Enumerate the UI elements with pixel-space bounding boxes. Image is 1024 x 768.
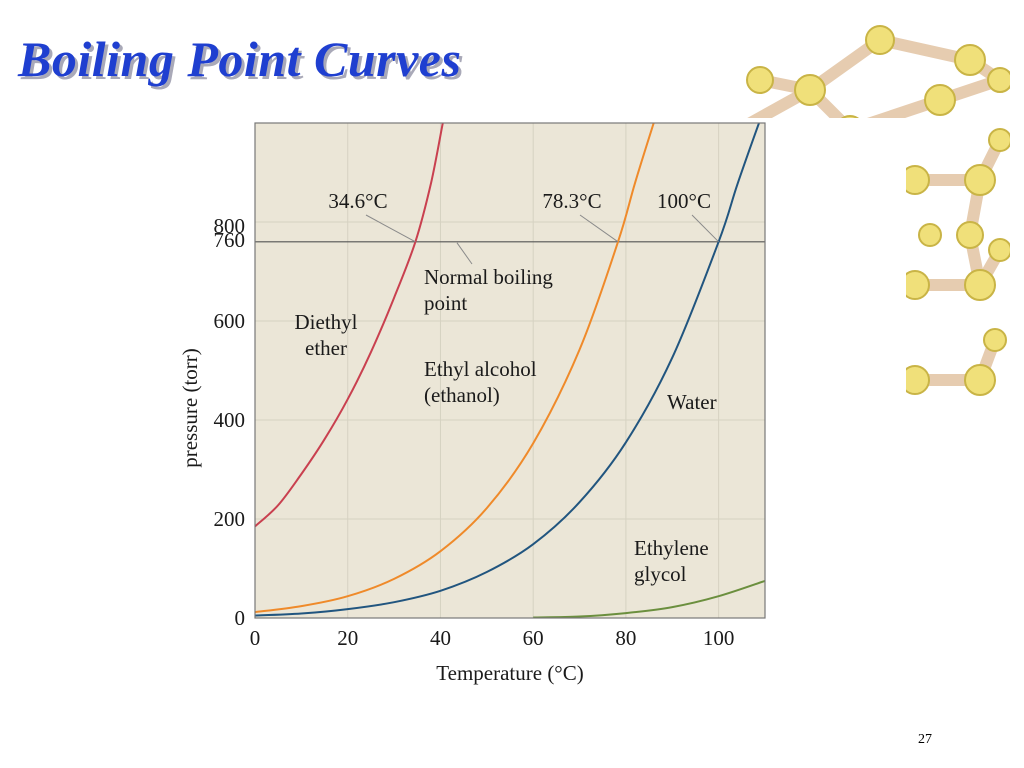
series-label-ethylene-glycol: glycol [634,562,687,586]
normal-boiling-point-label: Normal boiling [424,265,553,289]
x-tick-label: 80 [615,626,636,650]
x-tick-label: 100 [703,626,735,650]
x-tick-label: 20 [337,626,358,650]
series-label-ethyl-alcohol: Ethyl alcohol [424,357,537,381]
plot-area [255,123,765,618]
slide-title: Boiling Point Curves [18,31,462,87]
y-axis-label: pressure (torr) [178,348,202,468]
x-tick-label: 60 [523,626,544,650]
x-tick-label: 40 [430,626,451,650]
plot-frame [254,122,766,619]
series-label-ethylene-glycol: Ethylene [634,536,709,560]
chart-panel: 0 20 40 60 80 100 0 200 400 600 760 800 34.6°C 78.3°… [52,118,906,690]
boiling-point-label: 34.6°C [328,189,387,213]
slide-number: 27 [918,732,932,747]
y-tick-label: 800 [214,214,246,238]
series-line-0 [255,123,444,528]
series-label-diethyl-ether: Diethyl [295,310,358,334]
normal-boiling-point-leader [456,242,473,265]
normal-boiling-point-label: point [424,291,467,315]
y-tick-label: 0 [235,606,246,630]
series-label-water: Water [667,390,717,414]
y-tick-label: 760 [214,228,246,252]
x-tick-label: 0 [250,626,261,650]
series-label-diethyl-ether: ether [305,336,347,360]
boiling-point-leader [691,214,719,243]
series-line-1 [255,123,655,614]
grid-lines [255,123,765,618]
boiling-point-label: 78.3°C [542,189,601,213]
boiling-point-label: 100°C [657,189,711,213]
series-line-3 [533,579,765,618]
x-axis-label: Temperature (°C) [436,661,583,685]
y-tick-label: 400 [214,408,246,432]
y-tick-label: 600 [214,309,246,333]
boiling-point-leader [579,214,619,243]
series-label-ethyl-alcohol: (ethanol) [424,383,500,407]
boiling-point-leader [365,214,416,243]
y-tick-label: 200 [214,507,246,531]
